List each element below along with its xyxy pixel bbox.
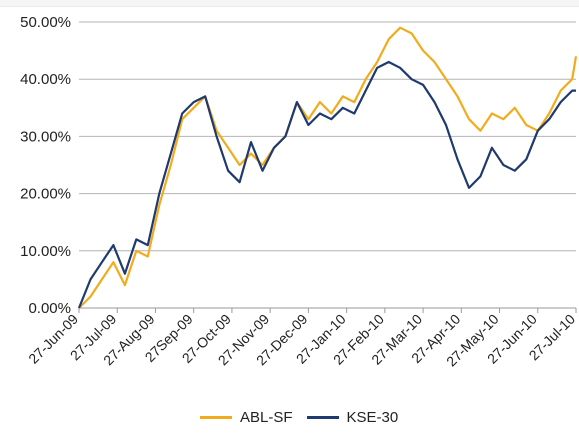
y-tick-label: 30.00%	[20, 128, 71, 145]
legend-swatch-abl-sf	[200, 416, 232, 419]
y-tick-labels: 0.00% 10.00% 20.00% 30.00% 40.00% 50.00%	[20, 14, 71, 317]
legend-item-abl-sf: ABL-SF	[200, 409, 293, 426]
series-lines	[77, 26, 578, 309]
legend-label-abl-sf: ABL-SF	[240, 409, 293, 426]
y-tick-label: 40.00%	[20, 71, 71, 88]
x-tick-labels: 27-Jun-0927-Jul-0927-Aug-0927Sep-0927-Oc…	[25, 308, 578, 369]
y-tick-label: 50.00%	[20, 14, 71, 31]
top-edge	[0, 0, 579, 7]
gridlines	[79, 21, 576, 309]
legend-item-kse-30: KSE-30	[306, 409, 399, 426]
y-tick-label: 20.00%	[20, 186, 71, 203]
series-line-kse-30	[77, 60, 576, 309]
series-line-abl-sf	[78, 26, 578, 309]
legend-label-kse-30: KSE-30	[346, 409, 399, 426]
legend-swatch-kse-30	[306, 416, 339, 419]
legend: ABL-SF KSE-30	[200, 409, 398, 426]
y-tick-label: 10.00%	[20, 243, 71, 260]
y-tick-label: 0.00%	[28, 300, 71, 317]
